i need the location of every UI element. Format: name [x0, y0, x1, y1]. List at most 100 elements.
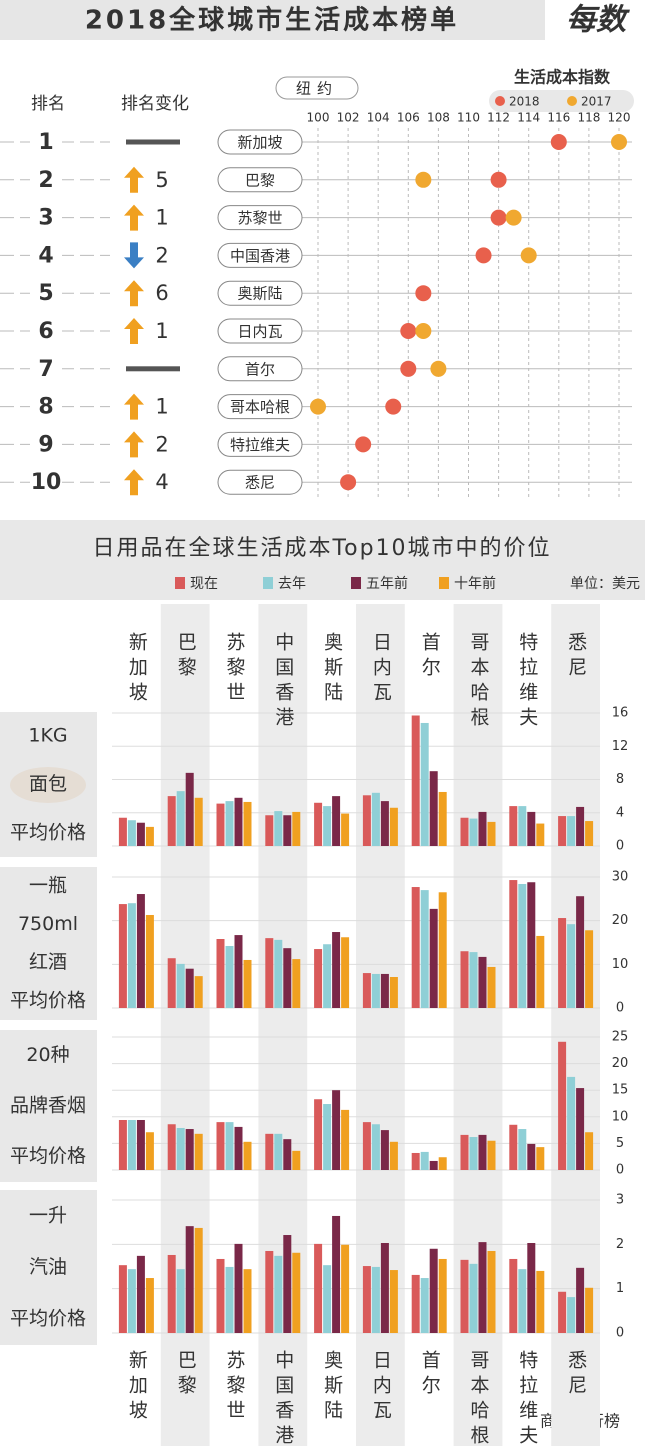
y-tick-label: 2	[616, 1237, 624, 1252]
bar	[314, 1099, 323, 1170]
bar	[185, 1129, 194, 1170]
city-label: 首尔	[419, 1350, 441, 1400]
y-tick-label: 15	[612, 1083, 629, 1098]
reference-pill	[275, 76, 359, 100]
bar	[389, 976, 398, 1008]
bar	[487, 966, 496, 1008]
legend-swatch	[263, 577, 273, 589]
rank-change-label: 2	[155, 432, 168, 456]
city-label: 哥本哈根	[468, 1350, 490, 1450]
city-label: 特拉维夫	[516, 1350, 538, 1450]
bar	[216, 1258, 225, 1333]
unit-label: 单位：美元	[570, 576, 640, 592]
dot	[340, 474, 357, 491]
panel-label-bg	[0, 1190, 97, 1345]
panel-label: 一升	[29, 1204, 67, 1226]
bar	[314, 949, 323, 1008]
bar	[411, 715, 420, 846]
panel-label: 红酒	[29, 951, 67, 973]
bar	[478, 956, 487, 1008]
no-change	[126, 139, 180, 145]
bar	[136, 1255, 145, 1333]
rank-bg	[30, 242, 62, 269]
rank: 8	[38, 395, 53, 420]
bar	[478, 1242, 487, 1333]
rank-change-label: 1	[155, 319, 168, 343]
bar	[518, 806, 527, 846]
y-tick-label: 25	[612, 1030, 629, 1045]
bar	[380, 1243, 389, 1333]
legend-label: 去年	[278, 576, 306, 592]
panel-label: 20种	[26, 1044, 69, 1066]
dot	[520, 247, 537, 264]
bar	[323, 944, 332, 1008]
panel-label: 面包	[29, 773, 67, 795]
bar	[283, 1139, 292, 1170]
title: 2018全球城市生活成本榜单	[85, 5, 459, 36]
dot	[475, 247, 492, 264]
bar	[558, 1041, 567, 1170]
bar	[243, 1141, 252, 1170]
city-label: 中国香港	[272, 1350, 294, 1450]
bar	[194, 1133, 203, 1170]
panel-label: 750ml	[18, 913, 78, 935]
city-pill	[217, 431, 303, 457]
city-pill	[217, 469, 303, 495]
y-tick-label: 12	[612, 739, 629, 754]
bar	[509, 880, 518, 1008]
city-label: 巴黎	[175, 632, 197, 682]
x-tick-label: 116	[547, 111, 570, 125]
bar	[127, 903, 136, 1008]
bar	[487, 821, 496, 846]
rank: 6	[38, 319, 53, 344]
dot	[430, 360, 447, 377]
rank-bg	[30, 393, 62, 420]
bar	[585, 1132, 594, 1170]
bar	[127, 1119, 136, 1170]
bar	[234, 797, 243, 846]
bar	[323, 1265, 332, 1333]
dot	[550, 134, 567, 150]
dot	[415, 171, 432, 188]
x-tick-label: 112	[487, 111, 510, 125]
rank-arrow	[124, 166, 144, 193]
bar	[536, 935, 545, 1008]
bar	[389, 807, 398, 846]
x-tick-label: 106	[397, 111, 420, 125]
dot	[490, 171, 507, 188]
bar	[371, 1266, 380, 1333]
bar	[167, 796, 176, 846]
section-band	[0, 520, 645, 600]
dot	[400, 323, 417, 339]
legend-label: 2018	[509, 95, 540, 109]
city-label: 新加坡	[237, 134, 282, 152]
bar	[332, 796, 341, 846]
city-label: 新加坡	[126, 1350, 148, 1425]
y-tick-label: 20	[612, 913, 629, 928]
bar	[509, 1258, 518, 1333]
panel-label: 1KG	[28, 725, 67, 747]
bar	[118, 817, 127, 846]
bar	[576, 1088, 585, 1170]
bar	[585, 1287, 594, 1333]
bar	[380, 801, 389, 846]
rank: 10	[31, 470, 62, 495]
bar	[576, 1267, 585, 1333]
y-tick-label: 0	[616, 1163, 624, 1178]
bar	[243, 959, 252, 1008]
bar	[225, 945, 234, 1008]
bar	[332, 1090, 341, 1170]
bar	[371, 1124, 380, 1170]
bar	[536, 1147, 545, 1170]
dot	[490, 209, 507, 226]
bar	[314, 802, 323, 846]
y-tick-label: 0	[616, 839, 624, 854]
bar	[469, 1137, 478, 1170]
bar	[292, 959, 301, 1008]
rank-change-label: 2	[155, 243, 168, 267]
bar	[274, 1255, 283, 1333]
bar	[527, 882, 536, 1008]
y-tick-label: 10	[612, 1109, 629, 1124]
city-label: 哥本哈根	[230, 398, 290, 416]
bar	[438, 791, 447, 846]
